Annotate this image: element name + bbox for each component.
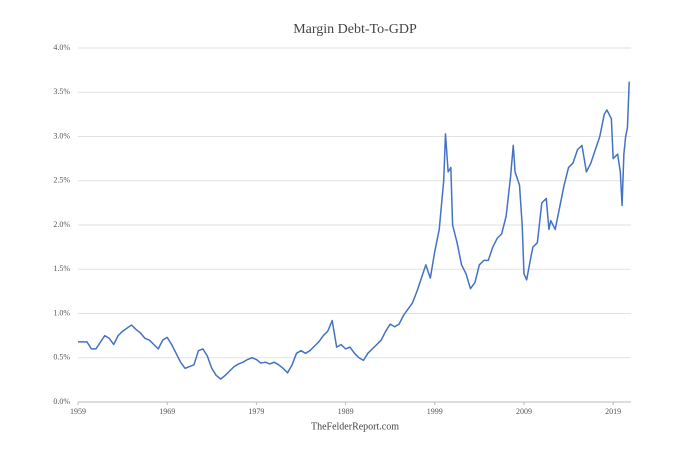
y-tick-label: 0.5% — [53, 353, 70, 362]
chart-title: Margin Debt-To-GDP — [293, 22, 417, 37]
x-tick-label: 1959 — [70, 407, 86, 416]
y-tick-label: 1.5% — [53, 264, 70, 273]
x-tick-label: 1979 — [248, 407, 264, 416]
y-tick-label: 3.0% — [53, 131, 70, 140]
y-tick-label: 2.0% — [53, 220, 70, 229]
y-tick-label: 4.0% — [53, 43, 70, 52]
x-tick-label: 1969 — [159, 407, 175, 416]
y-tick-label: 1.0% — [53, 308, 70, 317]
source: TheFelderReport.com — [311, 421, 399, 432]
data-line — [78, 81, 630, 380]
y-tick-label: 3.5% — [53, 87, 70, 96]
y-tick-label: 0.0% — [53, 397, 70, 406]
x-tick-label: 1999 — [427, 407, 443, 416]
x-tick-label: 2019 — [605, 407, 621, 416]
x-tick-label: 1989 — [338, 407, 354, 416]
x-tick-label: 2009 — [516, 407, 532, 416]
y-tick-label: 2.5% — [53, 176, 70, 185]
